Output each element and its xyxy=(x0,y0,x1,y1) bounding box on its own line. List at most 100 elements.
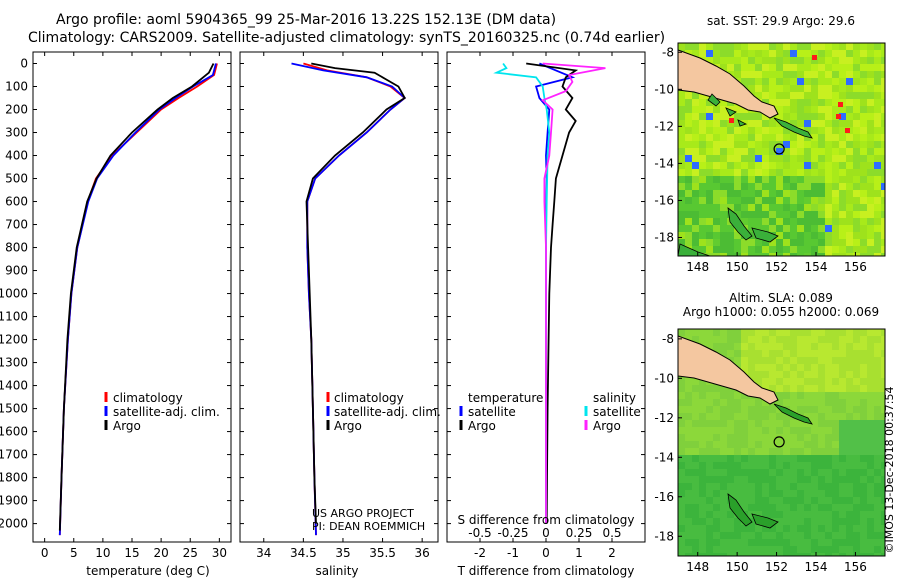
heatmap-cell xyxy=(783,113,791,121)
heatmap-cell xyxy=(685,232,693,240)
heatmap-cell xyxy=(720,218,728,226)
heatmap-cell xyxy=(853,162,861,170)
heatmap-cell xyxy=(692,476,700,484)
heatmap-cell xyxy=(713,57,721,65)
heatmap-cell xyxy=(783,57,791,65)
heatmap-cell xyxy=(825,64,833,72)
legend-label-satellite: satellite-adj. clim. xyxy=(334,405,441,419)
heatmap-cell xyxy=(692,455,700,463)
heatmap-cell xyxy=(874,183,882,191)
heatmap-cell xyxy=(762,469,770,477)
heatmap-cell xyxy=(720,120,728,128)
heatmap-cell xyxy=(818,448,826,456)
heatmap-cell xyxy=(706,525,714,533)
depth-tick-label: 100 xyxy=(5,80,28,94)
heatmap-cell xyxy=(818,50,826,58)
heatmap-cell xyxy=(825,113,833,121)
heatmap-cell xyxy=(783,253,791,256)
heatmap-cell xyxy=(762,553,770,556)
heatmap-cell xyxy=(783,43,791,51)
heatmap-cell xyxy=(678,378,686,386)
heatmap-cell xyxy=(699,113,707,121)
heatmap-cell xyxy=(867,553,875,556)
heatmap-cell xyxy=(776,399,784,407)
heatmap-cell xyxy=(706,176,714,184)
heatmap-cell xyxy=(776,141,784,149)
heatmap-cell xyxy=(790,99,798,107)
heatmap-cell xyxy=(678,225,686,233)
heatmap-cell xyxy=(846,392,854,400)
land-new-guinea xyxy=(678,49,779,119)
heatmap-cell xyxy=(881,71,885,79)
temperature-legend: climatology satellite-adj. clim. Argo xyxy=(104,391,220,433)
heatmap-cell xyxy=(762,176,770,184)
heatmap-cell xyxy=(853,155,861,163)
heatmap-cell xyxy=(755,448,763,456)
heatmap-cell xyxy=(769,218,777,226)
heatmap-cell xyxy=(734,427,742,435)
heatmap-cell xyxy=(804,546,812,554)
heatmap-cell xyxy=(881,78,885,86)
heatmap-cell xyxy=(832,490,840,498)
heatmap-cell xyxy=(797,329,805,337)
heatmap-cell xyxy=(867,420,875,428)
heatmap-cell xyxy=(811,462,819,470)
heatmap-cell xyxy=(853,441,861,449)
heatmap-cell xyxy=(811,225,819,233)
heatmap-cell xyxy=(720,483,728,491)
heatmap-cell xyxy=(699,455,707,463)
heatmap-cell xyxy=(720,197,728,205)
heatmap-cell xyxy=(762,50,770,58)
heatmap-cell xyxy=(811,246,819,254)
heatmap-cell xyxy=(720,546,728,554)
heatmap-cell xyxy=(776,218,784,226)
heatmap-cell xyxy=(755,155,763,163)
heatmap-cell xyxy=(699,525,707,533)
heatmap-cell xyxy=(776,427,784,435)
heatmap-cell xyxy=(678,120,686,128)
heatmap-cell xyxy=(853,113,861,121)
heatmap-cell xyxy=(874,546,882,554)
heatmap-cell xyxy=(776,532,784,540)
heatmap-cell xyxy=(825,378,833,386)
heatmap-cell xyxy=(853,476,861,484)
heatmap-cell xyxy=(776,329,784,337)
heatmap-cell xyxy=(867,455,875,463)
heatmap-cell xyxy=(783,239,791,247)
heatmap-cell xyxy=(811,141,819,149)
heatmap-cell xyxy=(713,218,721,226)
heatmap-cell xyxy=(881,476,885,484)
heatmap-cell xyxy=(720,99,728,107)
heatmap-cell xyxy=(818,364,826,372)
heatmap-cell xyxy=(748,476,756,484)
heatmap-cell xyxy=(874,190,882,198)
heatmap-cell xyxy=(825,246,833,254)
heatmap-cell xyxy=(720,336,728,344)
heatmap-cell xyxy=(860,64,868,72)
heatmap-cell xyxy=(804,57,812,65)
sst-warm-cell xyxy=(812,55,817,60)
heatmap-cell xyxy=(818,504,826,512)
heatmap-cell xyxy=(755,539,763,547)
heatmap-cell xyxy=(720,183,728,191)
heatmap-cell xyxy=(874,392,882,400)
heatmap-cell xyxy=(825,148,833,156)
heatmap-cell xyxy=(832,504,840,512)
heatmap-cell xyxy=(783,357,791,365)
heatmap-cell xyxy=(776,511,784,519)
heatmap-cell xyxy=(846,399,854,407)
heatmap-cell xyxy=(811,113,819,121)
heatmap-cell xyxy=(741,420,749,428)
heatmap-cell xyxy=(839,57,847,65)
heatmap-cell xyxy=(755,469,763,477)
heatmap-cell xyxy=(811,392,819,400)
heatmap-cell xyxy=(867,497,875,505)
heatmap-cell xyxy=(706,553,714,556)
heatmap-cell xyxy=(853,504,861,512)
heatmap-cell xyxy=(804,462,812,470)
heatmap-cell xyxy=(734,141,742,149)
heatmap-cell xyxy=(853,413,861,421)
t-diff-tick-label: -2 xyxy=(474,546,486,560)
heatmap-cell xyxy=(720,539,728,547)
heatmap-cell xyxy=(804,197,812,205)
